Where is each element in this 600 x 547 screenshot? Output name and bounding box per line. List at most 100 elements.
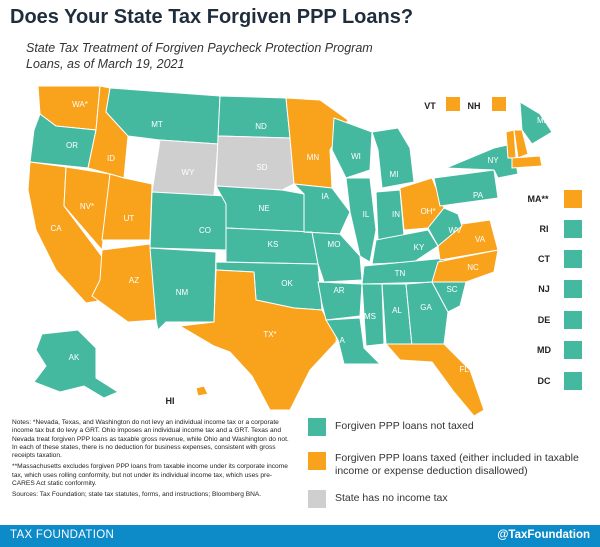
- state-ut: [101, 173, 153, 241]
- state-label-il: IL: [363, 210, 370, 219]
- state-box-ma: [564, 190, 582, 208]
- state-az: [91, 243, 157, 323]
- state-label-sc: SC: [446, 285, 457, 294]
- state-callout-nh: NH: [468, 101, 481, 111]
- state-label-ks: KS: [268, 240, 279, 249]
- state-label-nm: NM: [176, 288, 189, 297]
- footer-bar: TAX FOUNDATION @TaxFoundation: [0, 525, 600, 547]
- state-callout-ct: CT: [538, 254, 550, 264]
- state-callout-vt: VT: [424, 101, 436, 111]
- state-wi: [331, 117, 373, 179]
- state-label-or: OR: [66, 141, 78, 150]
- state-box-dc: [564, 372, 582, 390]
- state-label-ms: MS: [364, 312, 376, 321]
- state-shapes: [27, 85, 582, 417]
- state-wv: [427, 207, 463, 247]
- notes: Notes: *Nevada, Texas, and Washington do…: [12, 419, 290, 503]
- state-label-al: AL: [392, 306, 402, 315]
- state-la: [325, 317, 382, 365]
- state-label-ca: CA: [50, 224, 62, 233]
- state-ms: [361, 283, 385, 347]
- state-label-tx: TX*: [263, 330, 276, 339]
- state-label-ny: NY: [487, 156, 499, 165]
- state-label-wv: WV: [449, 226, 463, 235]
- map-subtitle: State Tax Treatment of Forgiven Paycheck…: [26, 41, 373, 71]
- state-box-de: [564, 311, 582, 329]
- state-nh: [513, 129, 529, 159]
- state-label-wi: WI: [351, 152, 361, 161]
- note-gross-receipts: Notes: *Nevada, Texas, and Washington do…: [12, 419, 289, 460]
- state-label-ut: UT: [124, 214, 135, 223]
- state-label-wy: WY: [182, 168, 196, 177]
- state-box-nh: [492, 97, 506, 111]
- state-label-mn: MN: [307, 153, 320, 162]
- state-ky: [371, 229, 439, 265]
- state-label-la: LA: [335, 336, 345, 345]
- map-title: Does Your State Tax Forgiven PPP Loans?: [10, 6, 414, 28]
- state-label-nv: NV*: [80, 202, 94, 211]
- state-callout-hi: HI: [166, 396, 175, 406]
- note-sources: Sources: Tax Foundation; state tax statu…: [12, 491, 262, 499]
- state-box-ct: [564, 250, 582, 268]
- state-ar: [317, 281, 363, 321]
- legend-label-not-taxed: Forgiven PPP loans not taxed: [335, 420, 474, 432]
- state-label-nc: NC: [467, 263, 479, 272]
- state-label-me: ME: [537, 116, 549, 125]
- state-label-ky: KY: [414, 243, 425, 252]
- state-callout-md: MD: [537, 345, 551, 355]
- state-mi: [371, 127, 415, 189]
- state-mo: [303, 231, 363, 283]
- legend-item-no-income-tax: State has no income tax: [308, 490, 595, 508]
- state-hi: [195, 385, 209, 397]
- state-label-ga: GA: [420, 303, 432, 312]
- state-label-ne: NE: [258, 204, 269, 213]
- state-me: [519, 101, 553, 145]
- state-ma: [511, 155, 543, 169]
- state-box-ri: [564, 220, 582, 238]
- state-label-pa: PA: [473, 191, 484, 200]
- state-label-nd: ND: [255, 122, 267, 131]
- state-label-co: CO: [199, 226, 211, 235]
- state-label-mo: MO: [328, 240, 341, 249]
- state-label-mi: MI: [390, 170, 399, 179]
- state-tx: [178, 269, 339, 411]
- footer-handle: @TaxFoundation: [497, 529, 590, 541]
- state-ny: [445, 143, 519, 179]
- state-callout-dc: DC: [538, 376, 551, 386]
- legend-swatch-not-taxed: [308, 418, 326, 436]
- state-label-va: VA: [475, 235, 486, 244]
- state-label-tn: TN: [395, 269, 406, 278]
- legend-label-taxed: Forgiven PPP loans taxed (either include…: [335, 452, 579, 477]
- state-label-mt: MT: [151, 120, 163, 129]
- state-label-oh: OH*: [420, 207, 435, 216]
- state-callout-ma: MA**: [527, 194, 548, 204]
- state-label-in: IN: [392, 210, 400, 219]
- state-label-ak: AK: [69, 353, 80, 362]
- state-mn: [285, 97, 349, 189]
- state-nm: [149, 247, 217, 332]
- state-label-wa: WA*: [72, 100, 88, 109]
- state-callout-ri: RI: [540, 224, 549, 234]
- state-ak: [33, 329, 120, 399]
- state-label-az: AZ: [129, 276, 139, 285]
- state-box-md: [564, 341, 582, 359]
- state-label-ia: IA: [321, 192, 329, 201]
- legend-swatch-taxed: [308, 452, 326, 470]
- state-label-id: ID: [107, 154, 115, 163]
- state-callout-de: DE: [538, 315, 551, 325]
- state-label-sd: SD: [256, 163, 267, 172]
- state-il: [345, 177, 377, 263]
- state-ga: [405, 281, 449, 347]
- state-box-nj: [564, 280, 582, 298]
- state-co: [149, 191, 227, 251]
- legend-item-not-taxed: Forgiven PPP loans not taxed: [308, 418, 595, 436]
- state-pa: [433, 169, 499, 207]
- state-box-vt: [446, 97, 460, 111]
- footer-brand: TAX FOUNDATION: [10, 529, 115, 541]
- state-callout-nj: NJ: [538, 284, 550, 294]
- state-label-fl: FL: [459, 365, 469, 374]
- state-label-ar: AR: [333, 286, 344, 295]
- note-massachusetts: **Massachusetts excludes forgiven PPP lo…: [12, 463, 288, 488]
- legend-item-taxed: Forgiven PPP loans taxed (either include…: [308, 452, 595, 478]
